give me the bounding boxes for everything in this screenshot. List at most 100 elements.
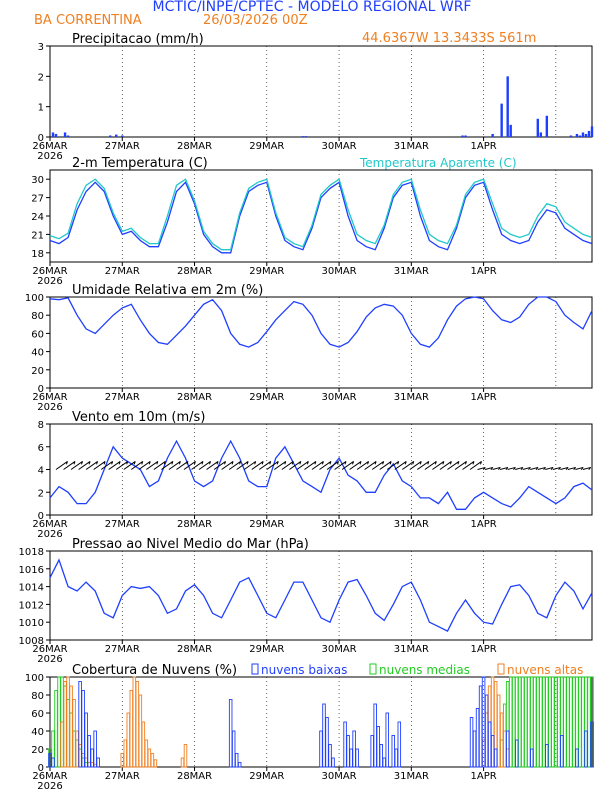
- precip-bar: [121, 135, 124, 137]
- cloud-bar-nuvens-baixas: [78, 681, 82, 768]
- y-tick-label: 1018: [19, 547, 44, 558]
- x-tick-label: 26MAR: [32, 392, 67, 403]
- cloud-bar-nuvens-medias: [578, 676, 582, 768]
- panel-rh: 0 20 40 60 80 100 26MAR 27MAR 28MAR 29MAR 30MAR 31M…: [25, 283, 593, 413]
- cloud-bar-nuvens-baixas: [514, 739, 519, 768]
- cloud-bar-nuvens-altas: [120, 753, 125, 768]
- wind-arrow: [266, 461, 279, 470]
- wind-arrow-head: [558, 467, 561, 471]
- wind-arrow-head: [580, 467, 584, 471]
- precip-bar: [575, 133, 579, 137]
- wind-arrow-head: [588, 467, 592, 471]
- cloud-bar-nuvens-baixas: [93, 730, 97, 768]
- cloud-bar-nuvens-baixas: [394, 748, 399, 768]
- cloud-bar-nuvens-baixas: [475, 708, 480, 768]
- x-tick-label: 29MAR: [249, 519, 284, 530]
- wind-arrow: [469, 461, 482, 470]
- panel-title: Pressao ao Nivel Medio do Mar (hPa): [72, 537, 309, 552]
- y-tick-label: 0: [38, 763, 44, 774]
- legend-label: nuvens baixas: [261, 663, 347, 677]
- wind-arrow: [258, 461, 272, 470]
- x-tick-label: 27MAR: [105, 519, 140, 530]
- wind-arrow-head: [397, 461, 400, 465]
- cloud-bar-nuvens-altas: [66, 676, 70, 768]
- wind-arrow: [78, 461, 91, 470]
- cloud-bar-nuvens-baixas: [490, 735, 495, 768]
- y-tick-label: 6: [38, 443, 44, 454]
- wind-arrow-head: [434, 461, 437, 465]
- wind-arrow: [289, 461, 302, 470]
- cloud-bar-nuvens-baixas: [505, 730, 510, 768]
- panel-title: Precipitacao (mm/h): [72, 32, 204, 47]
- wind-arrow: [567, 466, 576, 470]
- wind-arrow-head: [314, 461, 317, 465]
- wind-arrow-head: [374, 461, 377, 465]
- wind-arrow-head: [126, 461, 129, 465]
- legend-label: Temperatura Aparente (C): [359, 156, 517, 170]
- wind-arrow: [183, 461, 196, 470]
- cloud-bar-nuvens-baixas: [322, 703, 326, 768]
- series-line: [49, 558, 593, 632]
- wind-arrow-head: [284, 461, 287, 465]
- wind-arrow: [582, 466, 591, 470]
- panel-frame: [49, 550, 593, 641]
- y-tick-label: 27: [31, 194, 44, 205]
- wind-arrow: [424, 461, 437, 470]
- wind-arrow: [500, 466, 509, 470]
- cloud-bar-nuvens-altas: [132, 676, 137, 768]
- wind-arrow-head: [118, 461, 121, 465]
- wind-arrow: [341, 461, 354, 470]
- wind-arrow: [371, 461, 384, 470]
- y-tick-label: 0: [38, 133, 44, 144]
- wind-arrow: [274, 461, 287, 470]
- wind-arrow: [356, 461, 369, 470]
- y-tick-label: 18: [31, 249, 44, 260]
- wind-arrow: [575, 466, 584, 470]
- precip-bar: [581, 132, 585, 137]
- wind-arrow-head: [186, 461, 189, 465]
- panel-title: Umidade Relativa em 2m (%): [72, 283, 263, 298]
- y-tick-label: 20: [31, 366, 44, 377]
- wind-arrow: [432, 461, 445, 470]
- wind-arrow-head: [73, 461, 76, 465]
- wind-arrow-head: [382, 461, 385, 465]
- wind-arrow: [364, 461, 377, 470]
- y-tick-label: 60: [31, 709, 44, 720]
- x-year-label: 2026: [37, 151, 62, 162]
- wind-arrow: [311, 461, 324, 470]
- precip-bar: [491, 133, 494, 137]
- wind-arrow: [304, 461, 317, 470]
- y-tick-label: 30: [31, 175, 44, 186]
- x-tick-label: 30MAR: [321, 771, 356, 782]
- wind-arrow: [326, 461, 339, 470]
- x-tick-label: 28MAR: [177, 644, 212, 655]
- wind-arrow: [146, 461, 159, 470]
- wind-arrow-head: [208, 461, 211, 465]
- precip-bar: [51, 132, 55, 137]
- wind-arrow-head: [224, 461, 227, 465]
- precip-bar: [584, 133, 588, 137]
- cloud-bar-nuvens-medias: [569, 676, 573, 768]
- x-tick-label: 1APR: [471, 771, 497, 782]
- cloud-bar-nuvens-medias: [517, 676, 522, 768]
- x-year-label: 2026: [37, 781, 62, 792]
- precip-bar: [464, 135, 467, 137]
- panel-slp: 1008 1010 1012 1014 1016 1018 26MAR 27MAR 28MAR 2…: [19, 537, 593, 665]
- precip-bar: [54, 133, 58, 137]
- y-tick-label: 3: [38, 42, 44, 53]
- wind-arrow: [206, 461, 219, 470]
- wind-arrow-head: [457, 461, 460, 465]
- wind-arrow-head: [367, 461, 370, 465]
- precip-bar: [536, 118, 539, 137]
- x-tick-label: 26MAR: [32, 266, 67, 277]
- wind-arrow-head: [306, 461, 309, 465]
- cloud-bar-nuvens-baixas: [484, 694, 489, 768]
- x-tick-label: 26MAR: [32, 519, 67, 530]
- wind-arrow-head: [231, 461, 234, 465]
- y-tick-label: 100: [25, 293, 44, 304]
- panel-temp: 18 21 24 27 30 26MAR 27MAR 28MAR 29MAR 30MAR 31MAR…: [31, 156, 593, 287]
- wind-arrow-head: [344, 461, 347, 465]
- cloud-bar-nuvens-baixas: [472, 730, 477, 768]
- cloud-bar-nuvens-baixas: [352, 730, 356, 768]
- wind-arrow: [545, 466, 554, 470]
